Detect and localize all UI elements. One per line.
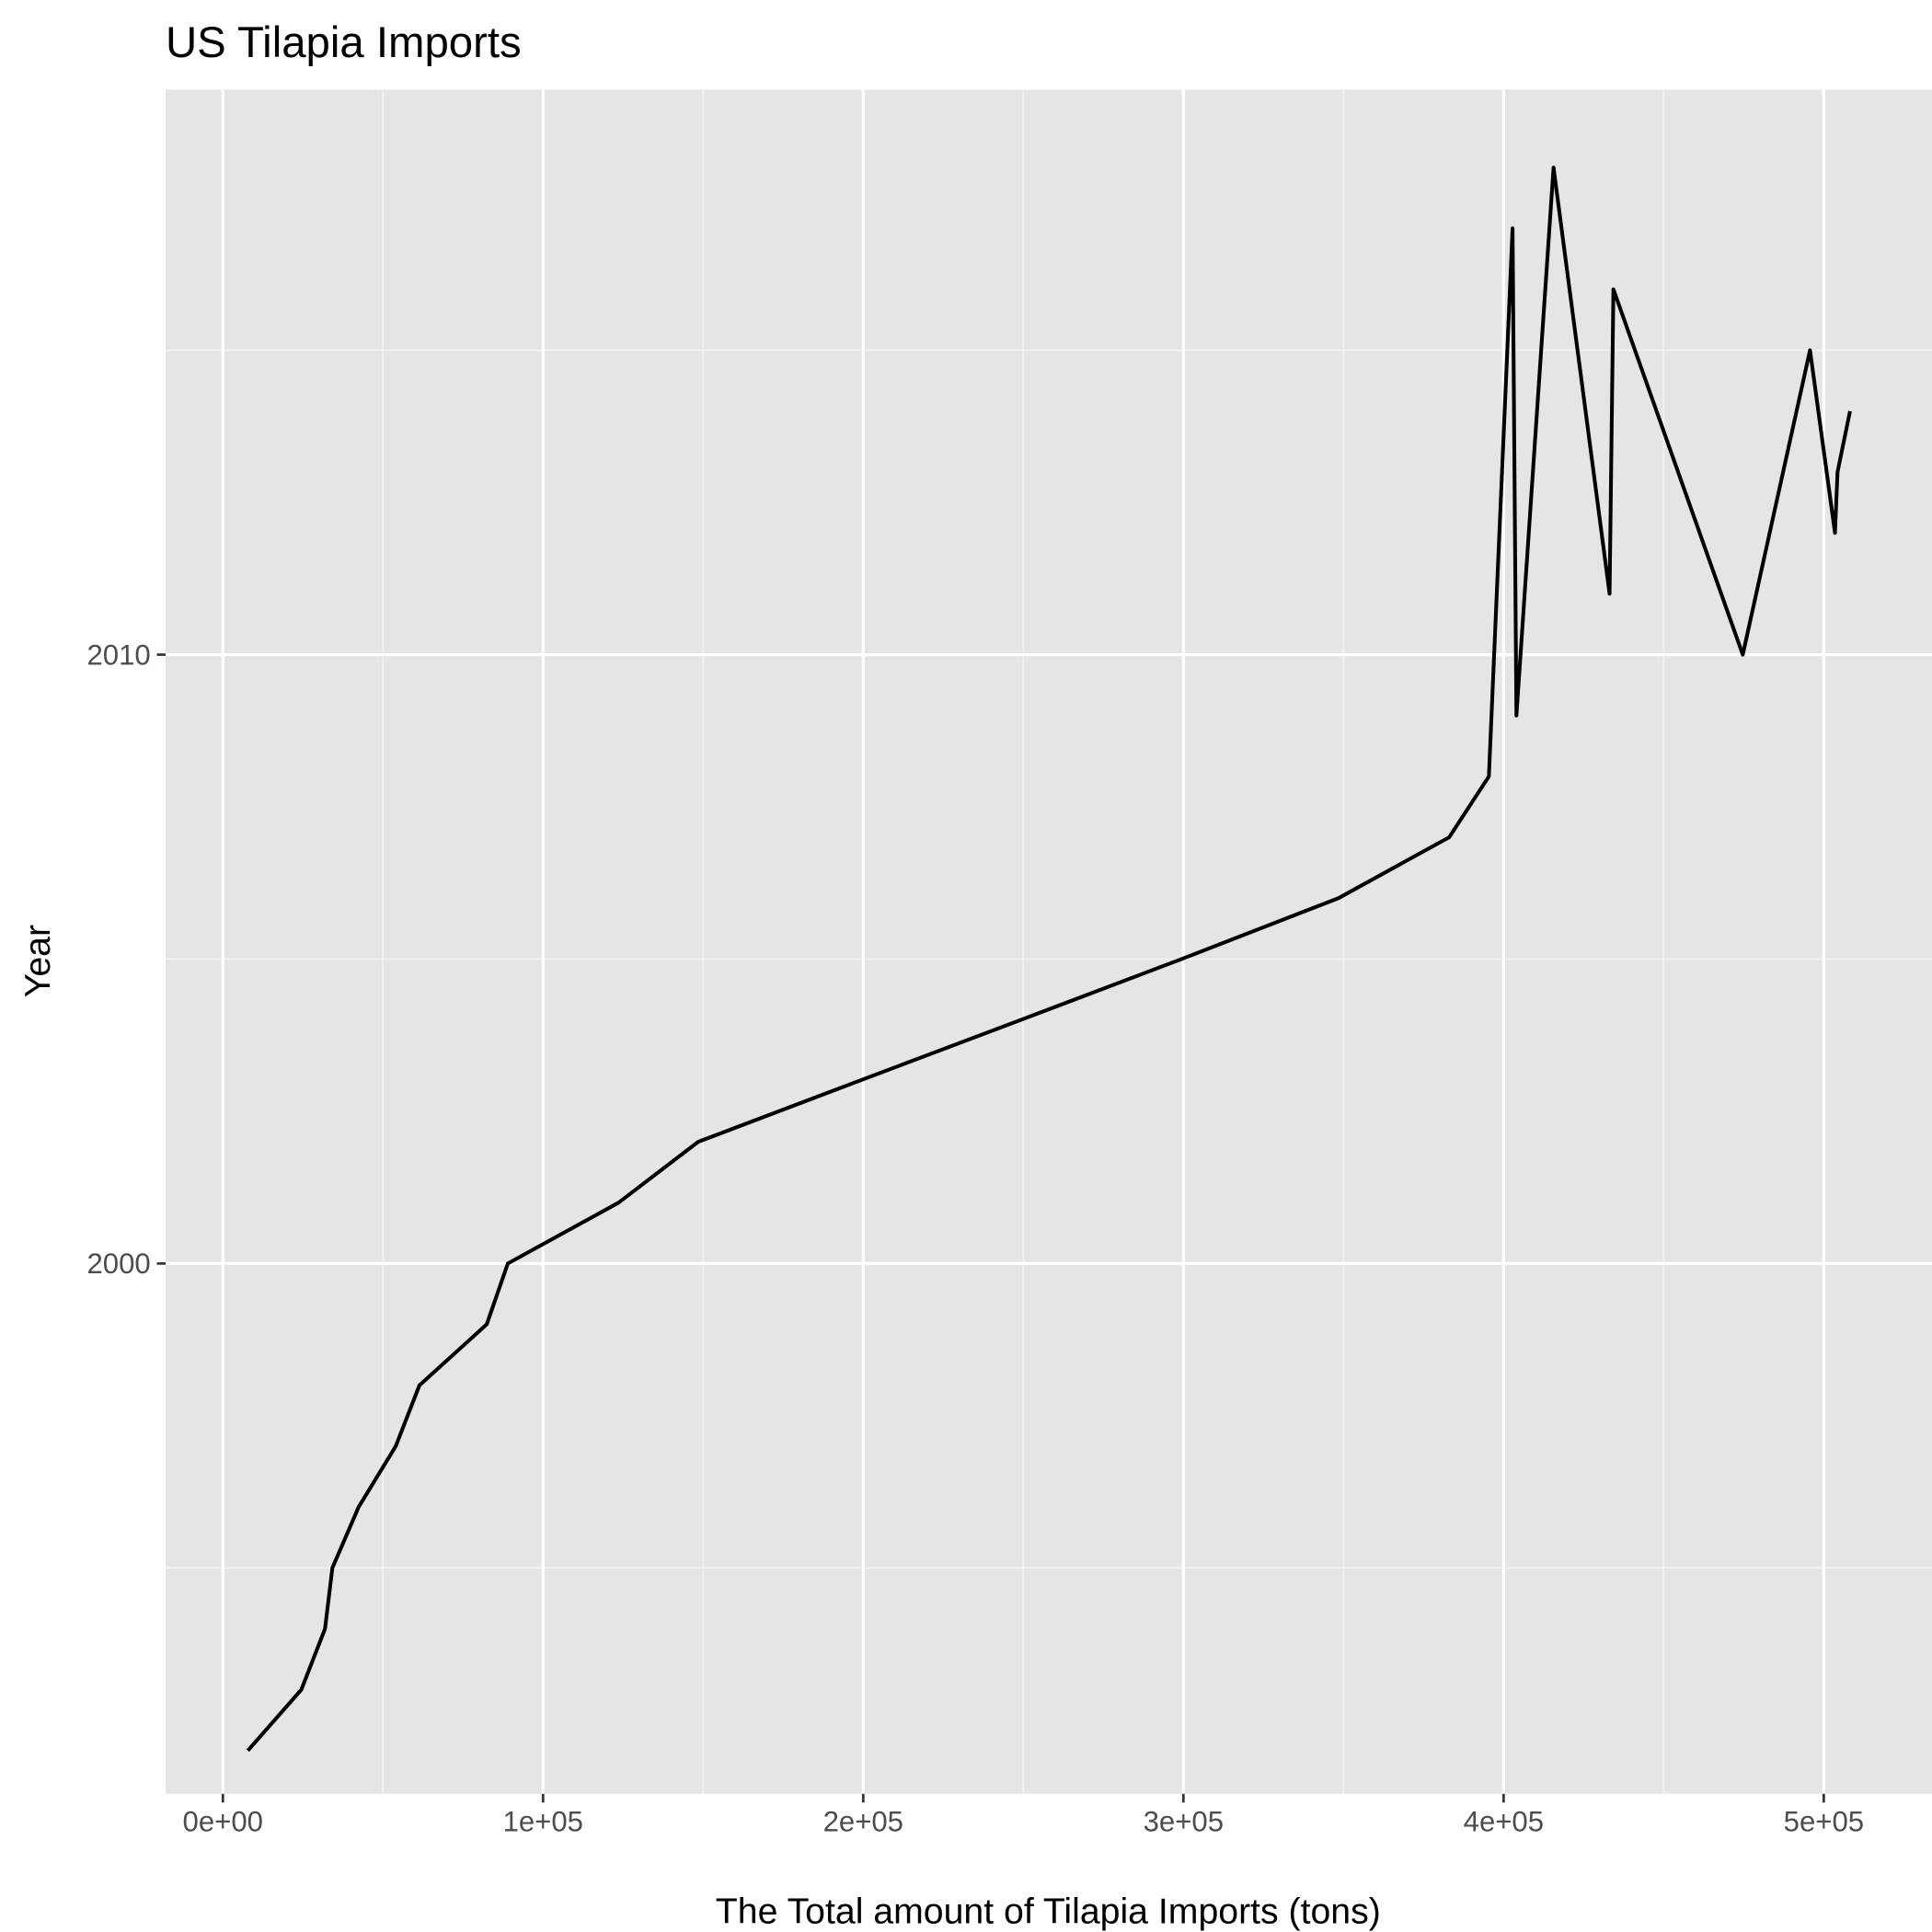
x-tick-label: 0e+00: [183, 1805, 263, 1837]
chart-title: US Tilapia Imports: [166, 18, 522, 67]
x-tick-label: 5e+05: [1784, 1805, 1864, 1837]
y-tick-label: 2000: [87, 1248, 151, 1280]
y-axis-title: Year: [17, 925, 58, 997]
x-tick-label: 3e+05: [1144, 1805, 1224, 1837]
x-axis-title: The Total amount of Tilapia Imports (ton…: [716, 1892, 1381, 1932]
x-tick-label: 2e+05: [823, 1805, 903, 1837]
data-line: [246, 166, 1852, 1753]
y-tick-label: 2010: [87, 638, 151, 671]
panel: [165, 89, 1932, 1794]
x-tick-label: 1e+05: [503, 1805, 583, 1837]
x-tick-label: 4e+05: [1464, 1805, 1544, 1837]
